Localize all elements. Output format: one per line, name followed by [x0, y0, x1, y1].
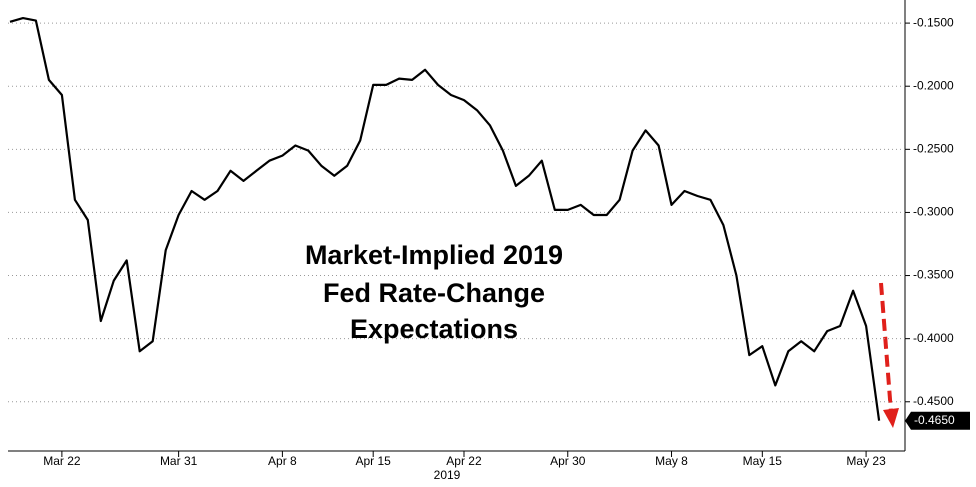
- arrow-head: [883, 408, 899, 428]
- y-tick-label: -0.1500: [913, 15, 954, 29]
- y-tick-label: -0.4500: [913, 394, 954, 408]
- title-line: Expectations: [350, 314, 518, 344]
- y-tick-label: -0.3000: [913, 205, 954, 219]
- y-tick-label: -0.2500: [913, 141, 954, 155]
- y-tick-label: -0.2000: [913, 78, 954, 92]
- x-tick-label: Mar 31: [160, 454, 198, 468]
- title-line: Fed Rate-Change: [323, 278, 545, 308]
- x-axis-label: 2019: [434, 468, 461, 482]
- y-tick-label: -0.4000: [913, 331, 954, 345]
- y-tick-label: -0.3500: [913, 268, 954, 282]
- x-tick-label: Apr 15: [356, 454, 392, 468]
- line: [9, 17, 881, 421]
- x-tick-label: Apr 22: [446, 454, 482, 468]
- x-tick-label: May 23: [846, 454, 886, 468]
- x-tick-label: Apr 8: [268, 454, 297, 468]
- x-tick-label: Mar 22: [43, 454, 81, 468]
- x-tick-label: May 15: [743, 454, 783, 468]
- last-value-label: -0.4650: [914, 413, 955, 427]
- arrow: [879, 282, 893, 413]
- x-tick-label: May 8: [655, 454, 688, 468]
- title-line: Market-Implied 2019: [305, 240, 563, 270]
- x-tick-label: Apr 30: [550, 454, 586, 468]
- last-value-box: [905, 411, 970, 430]
